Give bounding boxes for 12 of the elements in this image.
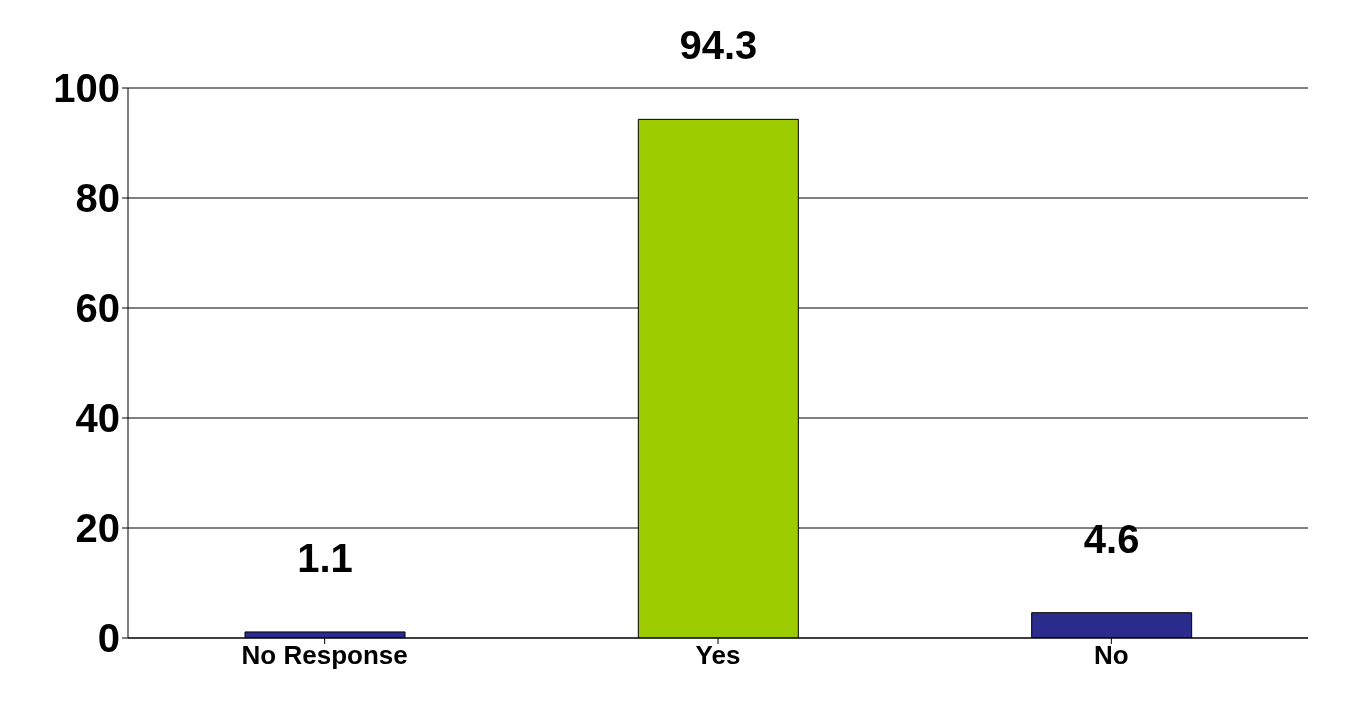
y-tick-label: 20 bbox=[75, 506, 120, 551]
data-label: 4.6 bbox=[1083, 516, 1140, 561]
y-tick-label: 100 bbox=[53, 66, 120, 111]
y-tick-label: 0 bbox=[97, 616, 120, 661]
data-label: 94.3 bbox=[679, 23, 758, 68]
x-tick-label: No bbox=[1094, 640, 1129, 671]
y-tick-label: 80 bbox=[75, 176, 120, 221]
y-tick-label: 40 bbox=[75, 396, 120, 441]
x-tick-label: No Response bbox=[241, 640, 408, 671]
data-label: 1.1 bbox=[297, 535, 353, 580]
y-tick-label: 60 bbox=[75, 286, 120, 331]
x-tick-label: Yes bbox=[695, 640, 741, 671]
